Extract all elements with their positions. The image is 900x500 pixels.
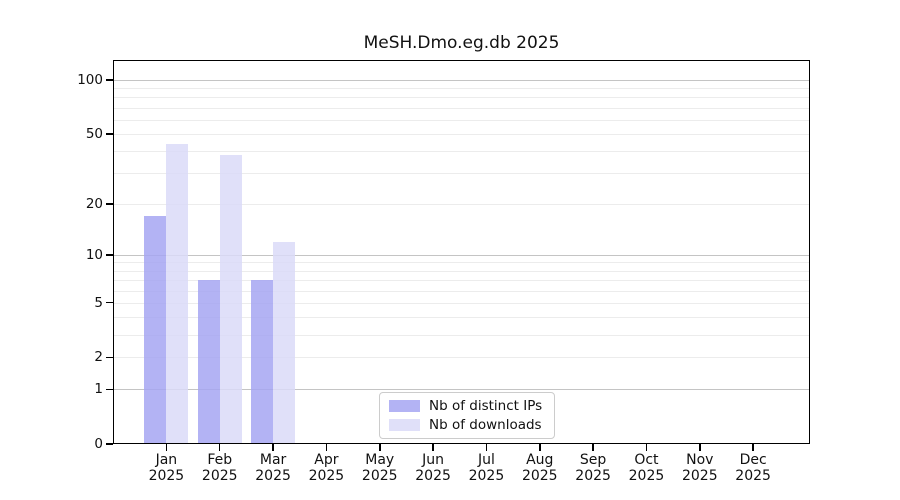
x-tick-mark (539, 444, 541, 451)
x-tick-year: 2025 (148, 468, 185, 484)
legend-label-distinct-ips: Nb of distinct IPs (429, 398, 543, 414)
x-tick-mark (325, 444, 328, 451)
x-tick-month: Oct (634, 452, 659, 468)
y-tick-label: 1 (94, 381, 103, 398)
minor-gridline (113, 302, 810, 304)
x-tick-year: 2025 (575, 468, 611, 484)
y-tick-mark (106, 203, 113, 205)
x-tick-label: Oct 2025 (618, 452, 674, 484)
major-gridline (113, 80, 810, 81)
x-tick-label: Sep 2025 (565, 452, 621, 484)
x-tick-month: Jun (422, 452, 445, 468)
x-tick-label: May 2025 (352, 452, 408, 484)
x-tick-month: Mar (259, 452, 287, 468)
bar-distinct-ips-feb (197, 279, 220, 444)
x-tick-label: Apr 2025 (298, 452, 354, 484)
y-tick-label: 50 (85, 125, 103, 142)
y-tick-mark (106, 254, 113, 256)
legend-item-distinct-ips: Nb of distinct IPs (389, 398, 542, 414)
y-tick-mark (106, 388, 113, 391)
y-tick-mark (106, 443, 113, 445)
x-tick-year: 2025 (628, 468, 665, 484)
x-tick-mark (379, 444, 381, 451)
major-gridline (113, 254, 810, 256)
minor-gridline (113, 133, 810, 135)
minor-gridline (113, 317, 810, 319)
x-tick-mark (432, 444, 434, 451)
minor-gridline (113, 173, 810, 175)
minor-gridline (113, 151, 810, 153)
x-tick-month: Apr (314, 452, 339, 468)
x-tick-year: 2025 (735, 468, 771, 484)
x-tick-label: Mar 2025 (245, 452, 301, 484)
x-tick-mark (165, 444, 168, 451)
minor-gridline (113, 279, 810, 281)
x-tick-month: Sep (579, 452, 607, 468)
x-tick-mark (218, 444, 221, 451)
x-tick-label: Jun 2025 (405, 452, 461, 484)
x-tick-month: Jul (477, 452, 495, 468)
y-tick-label: 20 (85, 195, 103, 212)
minor-gridline (113, 334, 810, 336)
y-tick-label: 2 (94, 349, 103, 366)
x-tick-year: 2025 (201, 468, 238, 484)
minor-gridline (113, 290, 810, 292)
legend-swatch-downloads (389, 419, 420, 431)
minor-gridline (113, 357, 810, 359)
x-tick-year: 2025 (361, 468, 398, 484)
y-tick-label: 100 (77, 72, 103, 88)
bar-downloads-mar (273, 241, 296, 444)
x-tick-label: Feb 2025 (192, 452, 248, 484)
y-tick-mark (106, 301, 113, 304)
x-tick-mark (485, 444, 488, 451)
x-tick-label: Aug 2025 (512, 452, 568, 484)
y-tick-mark (106, 356, 113, 359)
bar-downloads-feb (219, 155, 242, 444)
bar-distinct-ips-mar (251, 279, 274, 444)
x-tick-label: Jan 2025 (138, 452, 194, 484)
legend: Nb of distinct IPs Nb of downloads (379, 392, 556, 439)
minor-gridline (113, 88, 810, 90)
y-tick-label: 5 (94, 294, 103, 311)
x-tick-month: Jan (155, 452, 178, 468)
bar-distinct-ips-jan (144, 216, 167, 444)
x-tick-month: May (365, 452, 395, 468)
x-tick-month: Feb (207, 452, 233, 468)
x-tick-label: Dec 2025 (725, 452, 781, 484)
x-tick-mark (272, 444, 274, 451)
x-tick-mark (752, 444, 754, 451)
legend-label-downloads: Nb of downloads (429, 417, 542, 433)
x-tick-year: 2025 (681, 468, 718, 484)
legend-item-downloads: Nb of downloads (389, 417, 542, 433)
x-tick-label: Nov 2025 (672, 452, 728, 484)
minor-gridline (113, 203, 810, 205)
x-tick-year: 2025 (468, 468, 505, 484)
x-tick-month: Aug (526, 452, 554, 468)
x-tick-year: 2025 (255, 468, 291, 484)
y-tick-mark (106, 133, 113, 135)
minor-gridline (113, 119, 810, 121)
minor-gridline (113, 97, 810, 99)
x-tick-label: Jul 2025 (458, 452, 514, 484)
y-tick-label: 10 (85, 246, 103, 263)
x-tick-year: 2025 (415, 468, 451, 484)
minor-gridline (113, 262, 810, 264)
chart-title: MeSH.Dmo.eg.db 2025 (363, 33, 560, 53)
bar-downloads-jan (166, 143, 189, 444)
x-tick-year: 2025 (308, 468, 345, 484)
minor-gridline (113, 107, 810, 109)
legend-swatch-distinct-ips (389, 400, 420, 412)
x-tick-mark (699, 444, 701, 451)
x-tick-mark (645, 444, 648, 451)
x-tick-mark (592, 444, 594, 451)
y-tick-label: 0 (94, 436, 103, 452)
minor-gridline (113, 270, 810, 272)
x-tick-month: Nov (686, 452, 714, 468)
major-gridline (113, 389, 810, 391)
y-tick-mark (106, 79, 113, 81)
x-tick-month: Dec (739, 452, 767, 468)
x-tick-year: 2025 (521, 468, 558, 484)
